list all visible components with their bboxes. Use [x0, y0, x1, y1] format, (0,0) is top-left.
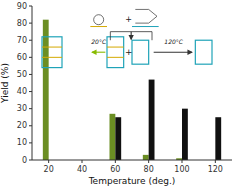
schematic-line [107, 57, 124, 58]
schematic-box [195, 40, 212, 64]
y-tick [29, 142, 32, 143]
bar [149, 80, 155, 160]
schematic-line [132, 26, 159, 27]
x-tick [215, 160, 216, 163]
x-tick-label: 40 [77, 165, 87, 174]
x-tick [48, 160, 49, 163]
annotation: 120°C [164, 38, 183, 45]
y-axis-label: Yield (%) [0, 63, 10, 104]
schematic-box [132, 40, 149, 64]
y-tick-label: 0 [22, 156, 27, 165]
schematic-line [42, 57, 62, 58]
y-tick [29, 6, 32, 7]
x-axis-line [32, 160, 232, 161]
annotation: 20°C [91, 38, 107, 45]
bar [115, 117, 121, 160]
y-tick-label: 50 [17, 70, 27, 79]
y-tick [29, 91, 32, 92]
y-tick-label: 90 [17, 2, 27, 11]
x-axis-label: Temperature (deg.) [88, 176, 176, 186]
bars [43, 20, 221, 160]
schematic-metal [94, 15, 104, 25]
x-tick-label: 60 [110, 165, 120, 174]
bar [215, 117, 221, 160]
y-tick [29, 125, 32, 126]
schematic-bracket [110, 32, 152, 41]
x-tick [115, 160, 116, 163]
bar [182, 109, 188, 160]
schematic-line [90, 26, 107, 27]
y-tick-label: 60 [17, 53, 27, 62]
y-tick-label: 70 [17, 36, 27, 45]
schematic-arrow [131, 32, 132, 40]
schematic-line [107, 47, 124, 48]
x-tick-label: 20 [44, 165, 54, 174]
chart: +20°C 120°C +20 40 60 80 100 120 0 10 20 30 40 50 60 70… [0, 0, 240, 188]
schematic [42, 9, 212, 67]
x-tick-label: 80 [144, 165, 154, 174]
x-tick [82, 160, 83, 163]
bar [43, 20, 49, 160]
schematic-box [42, 37, 62, 68]
y-tick-label: 30 [17, 104, 27, 113]
schematic-line [42, 47, 62, 48]
y-tick [29, 74, 32, 75]
x-tick [182, 160, 183, 163]
y-axis-line [32, 6, 33, 160]
y-tick [29, 57, 32, 58]
schematic-arrow [92, 52, 105, 53]
schematic-linker [135, 9, 157, 23]
y-tick [29, 160, 32, 161]
y-tick [29, 40, 32, 41]
annotation: + [125, 47, 133, 57]
y-tick-label: 40 [17, 87, 27, 96]
x-tick-label: 120 [208, 165, 223, 174]
y-tick [29, 23, 32, 24]
x-tick [148, 160, 149, 163]
x-tick-label: 100 [174, 165, 189, 174]
bar [143, 155, 149, 160]
schematic-arrow [154, 52, 192, 53]
bar [110, 114, 116, 160]
y-tick [29, 108, 32, 109]
y-tick-label: 20 [17, 121, 27, 130]
schematic-box [107, 37, 124, 68]
annotation: + [125, 15, 132, 24]
y-tick-label: 10 [17, 138, 27, 147]
y-tick-label: 80 [17, 19, 27, 28]
